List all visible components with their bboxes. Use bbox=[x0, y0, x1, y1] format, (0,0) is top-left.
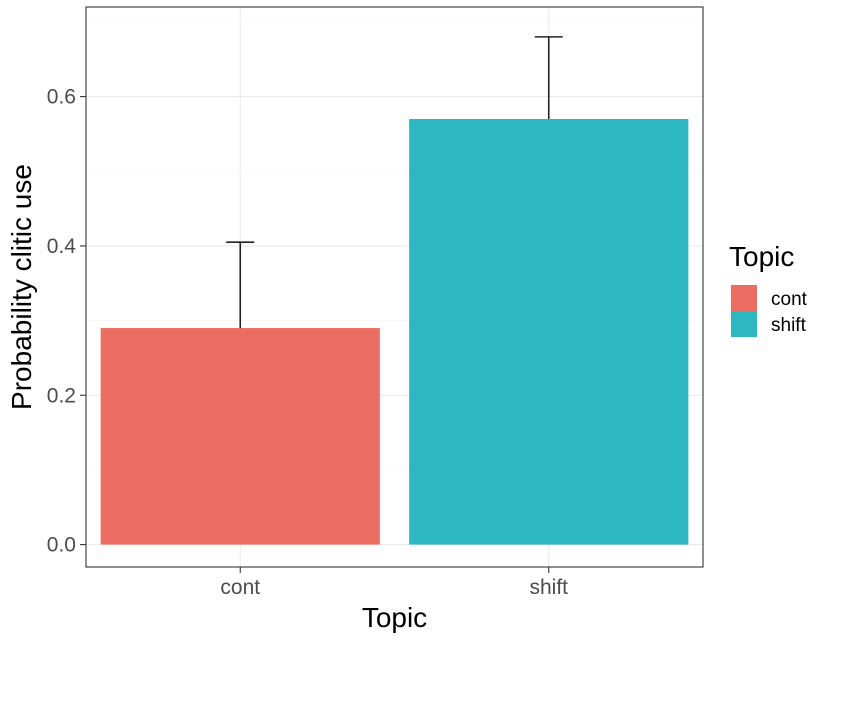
legend-swatch-cont bbox=[731, 285, 757, 311]
legend-items: cont shift bbox=[731, 285, 808, 337]
y-tick-label: 0.0 bbox=[47, 534, 76, 557]
y-tick-label: 0.6 bbox=[47, 86, 76, 109]
bar-shift bbox=[409, 119, 689, 545]
y-tick-label: 0.4 bbox=[47, 235, 77, 258]
error-bar-layer bbox=[226, 36, 563, 329]
legend: Topic cont shift bbox=[729, 241, 808, 337]
bar-cont bbox=[100, 328, 380, 545]
x-tick-label: cont bbox=[220, 576, 260, 599]
x-axis-title: Topic bbox=[362, 602, 427, 633]
legend-label-shift: shift bbox=[771, 315, 807, 336]
x-tick-label: shift bbox=[529, 576, 568, 599]
y-tick-label: 0.2 bbox=[47, 384, 76, 407]
y-axis-title: Probability clitic use bbox=[6, 164, 37, 410]
bar-layer bbox=[100, 119, 689, 545]
legend-swatch-shift bbox=[731, 311, 757, 337]
legend-title: Topic bbox=[729, 241, 794, 272]
legend-label-cont: cont bbox=[771, 289, 808, 310]
axis-layer: 0.0 0.2 0.4 0.6 cont shift bbox=[47, 86, 568, 599]
plot-panel-border bbox=[85, 6, 704, 568]
